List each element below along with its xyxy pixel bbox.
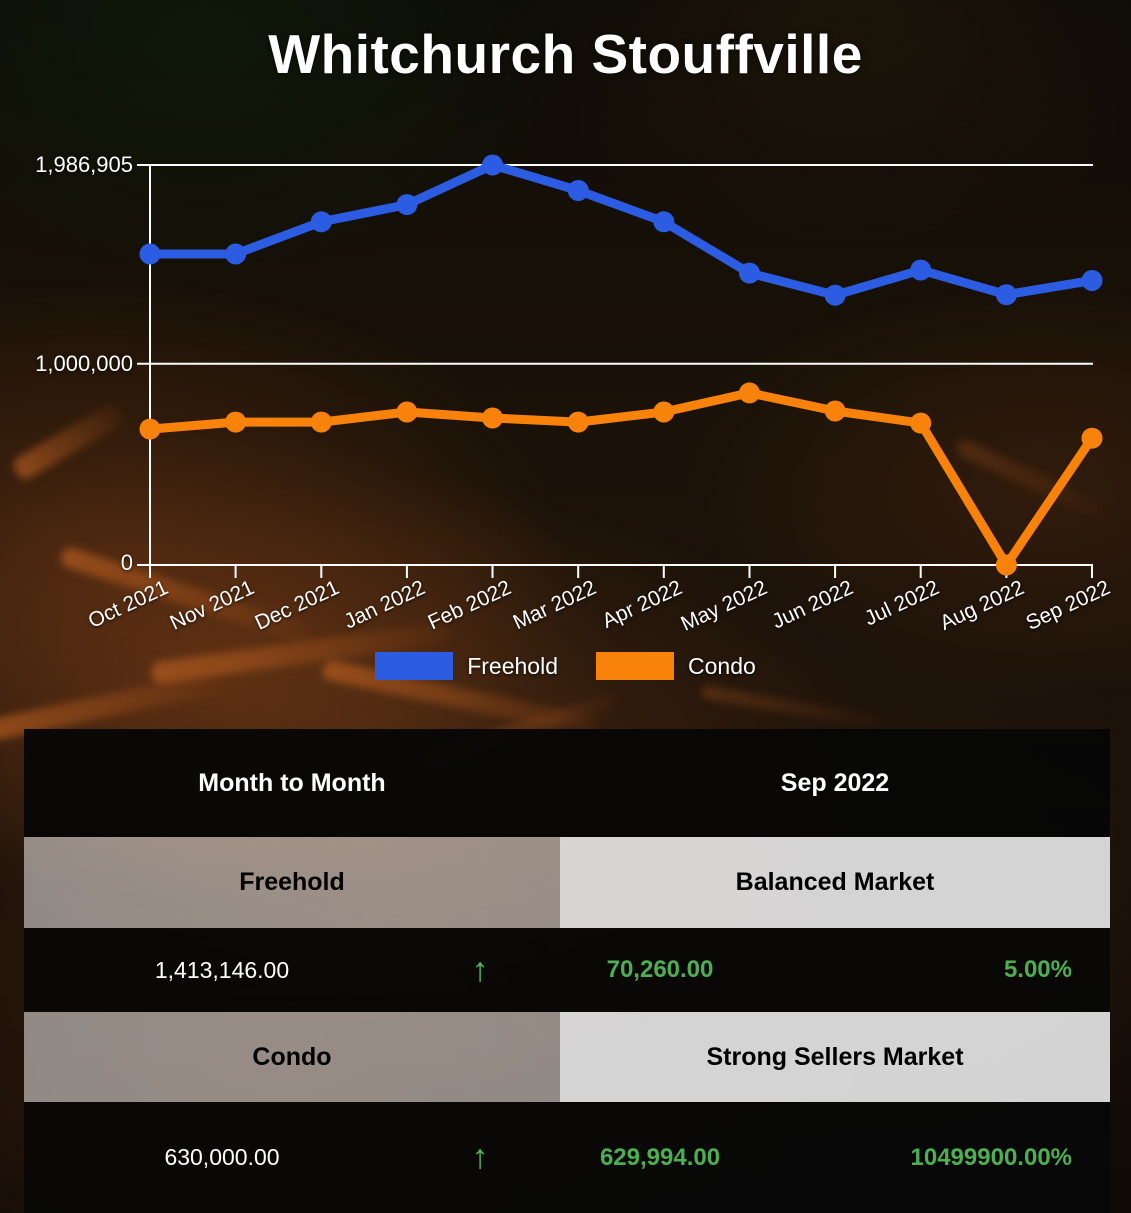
condo-label-row: Condo Strong Sellers Market (24, 1012, 1110, 1102)
legend-label: Condo (688, 652, 756, 679)
freehold-change-percent: 5.00% (1003, 956, 1072, 983)
legend-item-condo: Condo (596, 652, 756, 680)
freehold-label: Freehold (24, 837, 560, 928)
legend-item-freehold: Freehold (375, 652, 558, 680)
market-summary-table: Month to Month Sep 2022 Freehold Balance… (24, 729, 1110, 1213)
up-arrow-icon: ↑ (471, 1138, 489, 1176)
freehold-series-swatch-icon (375, 652, 454, 680)
month-header: Sep 2022 (780, 768, 890, 797)
period-header: Month to Month (198, 768, 386, 797)
up-arrow-icon: ↑ (471, 950, 489, 989)
freehold-label-row: Freehold Balanced Market (24, 837, 1110, 928)
condo-price: 630,000.00 (164, 1144, 280, 1170)
freehold-change-amount: 70,260.00 (606, 956, 714, 983)
freehold-price: 1,413,146.00 (154, 956, 290, 983)
y-axis-tick-label: 1,986,905 (35, 152, 133, 177)
condo-values-row: 630,000.00 ↑ 629,994.00 10499900.00% (24, 1102, 1110, 1213)
chart-legend: Freehold Condo (0, 652, 1131, 680)
legend-label: Freehold (467, 652, 558, 679)
price-trend-chart (137, 154, 1103, 578)
y-axis-tick-label: 0 (120, 550, 133, 575)
page-title: Whitchurch Stouffville (268, 23, 863, 85)
condo-label: Condo (24, 1012, 560, 1102)
table-header-row: Month to Month Sep 2022 (24, 729, 1110, 837)
y-axis-tick-label: 1,000,000 (35, 351, 133, 376)
background-foliage (700, 684, 880, 730)
condo-series-swatch-icon (596, 652, 674, 680)
condo-change-amount: 629,994.00 (599, 1143, 721, 1171)
freehold-market-status: Balanced Market (560, 837, 1110, 928)
condo-change-percent: 10499900.00% (910, 1143, 1072, 1171)
condo-market-status: Strong Sellers Market (560, 1012, 1110, 1102)
freehold-values-row: 1,413,146.00 ↑ 70,260.00 5.00% (24, 928, 1110, 1012)
